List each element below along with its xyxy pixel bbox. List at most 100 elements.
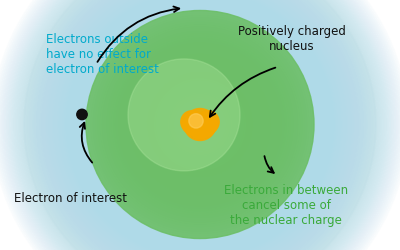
Ellipse shape xyxy=(164,89,236,161)
Ellipse shape xyxy=(154,80,246,170)
Ellipse shape xyxy=(170,96,230,154)
Ellipse shape xyxy=(182,117,200,134)
Ellipse shape xyxy=(86,11,314,239)
Ellipse shape xyxy=(120,46,280,204)
Ellipse shape xyxy=(138,63,262,187)
Ellipse shape xyxy=(132,57,268,193)
Ellipse shape xyxy=(127,52,273,198)
Ellipse shape xyxy=(92,18,308,232)
Ellipse shape xyxy=(127,52,273,198)
Ellipse shape xyxy=(70,0,330,250)
Ellipse shape xyxy=(120,46,280,204)
Ellipse shape xyxy=(60,0,340,250)
Ellipse shape xyxy=(200,117,218,134)
Ellipse shape xyxy=(122,48,278,202)
Ellipse shape xyxy=(110,35,290,215)
Ellipse shape xyxy=(49,0,351,250)
Ellipse shape xyxy=(105,30,295,220)
Ellipse shape xyxy=(134,59,266,191)
Ellipse shape xyxy=(75,1,325,249)
Ellipse shape xyxy=(186,118,205,137)
Ellipse shape xyxy=(93,18,307,232)
Ellipse shape xyxy=(129,54,271,196)
Ellipse shape xyxy=(139,64,261,186)
Ellipse shape xyxy=(116,41,284,209)
Ellipse shape xyxy=(196,120,204,130)
Ellipse shape xyxy=(66,0,334,250)
Ellipse shape xyxy=(191,116,209,134)
Ellipse shape xyxy=(111,36,289,214)
Ellipse shape xyxy=(100,25,300,225)
Ellipse shape xyxy=(77,110,87,120)
Ellipse shape xyxy=(91,16,309,234)
Ellipse shape xyxy=(84,9,316,241)
Ellipse shape xyxy=(87,13,313,237)
Ellipse shape xyxy=(117,42,283,208)
Ellipse shape xyxy=(118,43,282,207)
Ellipse shape xyxy=(102,27,298,223)
Ellipse shape xyxy=(86,12,314,238)
Ellipse shape xyxy=(122,47,278,203)
Ellipse shape xyxy=(86,12,314,238)
Ellipse shape xyxy=(143,68,257,182)
Ellipse shape xyxy=(166,91,234,159)
Ellipse shape xyxy=(58,0,342,250)
Ellipse shape xyxy=(113,39,287,211)
Ellipse shape xyxy=(89,14,311,235)
Ellipse shape xyxy=(56,0,344,250)
Ellipse shape xyxy=(90,16,310,234)
Ellipse shape xyxy=(125,50,275,200)
Ellipse shape xyxy=(138,64,262,186)
Ellipse shape xyxy=(113,39,287,211)
Ellipse shape xyxy=(181,111,203,134)
Ellipse shape xyxy=(182,107,218,143)
Ellipse shape xyxy=(94,20,306,230)
Ellipse shape xyxy=(168,93,232,157)
Ellipse shape xyxy=(118,44,282,206)
Ellipse shape xyxy=(161,86,239,164)
Ellipse shape xyxy=(141,66,259,184)
Ellipse shape xyxy=(100,25,300,225)
Ellipse shape xyxy=(189,114,203,128)
Text: Electrons in between
cancel some of
the nuclear charge: Electrons in between cancel some of the … xyxy=(224,184,348,226)
Ellipse shape xyxy=(54,0,346,250)
Text: Electrons outside
have no effect for
electron of interest: Electrons outside have no effect for ele… xyxy=(46,32,159,75)
Ellipse shape xyxy=(72,0,328,250)
Ellipse shape xyxy=(112,37,288,213)
Ellipse shape xyxy=(175,100,225,150)
Ellipse shape xyxy=(24,0,376,250)
Ellipse shape xyxy=(159,84,241,166)
Ellipse shape xyxy=(51,0,349,250)
Ellipse shape xyxy=(197,111,219,134)
Ellipse shape xyxy=(101,26,299,224)
Ellipse shape xyxy=(132,58,268,192)
Ellipse shape xyxy=(124,49,276,201)
Ellipse shape xyxy=(82,8,318,242)
Ellipse shape xyxy=(141,66,259,184)
Ellipse shape xyxy=(180,104,220,146)
Ellipse shape xyxy=(150,75,250,175)
Ellipse shape xyxy=(108,34,292,216)
Ellipse shape xyxy=(68,0,332,250)
Ellipse shape xyxy=(190,119,210,139)
Ellipse shape xyxy=(148,73,252,177)
Ellipse shape xyxy=(65,0,335,250)
Ellipse shape xyxy=(98,23,302,227)
Ellipse shape xyxy=(136,62,264,188)
Ellipse shape xyxy=(95,20,305,230)
Ellipse shape xyxy=(109,34,291,216)
Ellipse shape xyxy=(106,32,294,218)
Ellipse shape xyxy=(173,98,227,152)
Ellipse shape xyxy=(106,32,294,218)
Ellipse shape xyxy=(177,102,223,148)
Text: Electron of interest: Electron of interest xyxy=(14,191,126,204)
Ellipse shape xyxy=(193,118,207,132)
Ellipse shape xyxy=(96,22,304,229)
Ellipse shape xyxy=(88,14,312,236)
Ellipse shape xyxy=(145,70,255,180)
Ellipse shape xyxy=(186,111,214,139)
Ellipse shape xyxy=(63,0,337,250)
Ellipse shape xyxy=(198,123,202,127)
Ellipse shape xyxy=(189,114,211,136)
Ellipse shape xyxy=(196,118,215,137)
